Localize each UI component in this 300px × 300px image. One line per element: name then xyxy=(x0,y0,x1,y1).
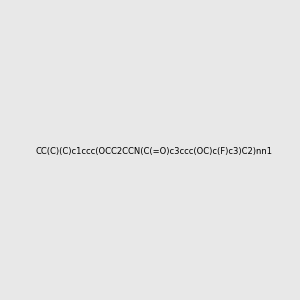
Text: CC(C)(C)c1ccc(OCC2CCN(C(=O)c3ccc(OC)c(F)c3)C2)nn1: CC(C)(C)c1ccc(OCC2CCN(C(=O)c3ccc(OC)c(F)… xyxy=(35,147,272,156)
